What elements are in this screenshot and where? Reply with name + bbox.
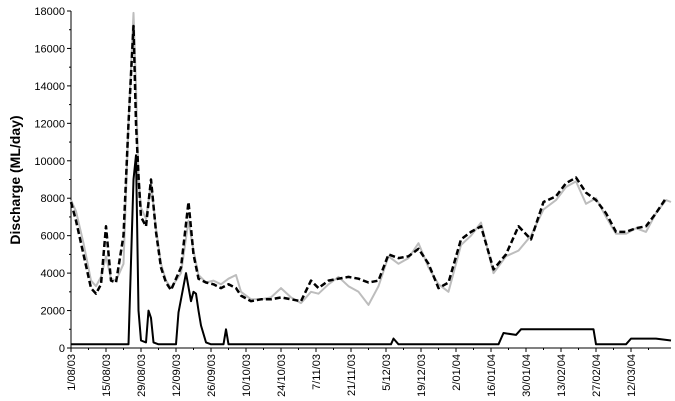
- y-tick-label: 12000: [34, 118, 65, 130]
- y-tick-label: 4000: [41, 268, 65, 280]
- y-tick-label: 14000: [34, 81, 65, 93]
- y-tick-label: 18000: [34, 6, 65, 18]
- x-tick-label: 24/10/03: [276, 354, 288, 397]
- y-axis-label: Discharge (ML/day): [7, 115, 23, 244]
- x-tick-label: 12/09/03: [171, 354, 183, 397]
- series-line-dashed-black: [69, 24, 668, 303]
- y-tick-label: 2000: [41, 306, 65, 318]
- x-tick-label: 26/09/03: [206, 354, 218, 397]
- x-tick-label: 2/01/04: [451, 354, 463, 391]
- x-tick-label: 1/08/03: [66, 354, 78, 391]
- series-line-solid-black: [71, 154, 672, 346]
- x-tick-label: 12/03/04: [626, 354, 638, 397]
- x-tick-label: 29/08/03: [136, 354, 148, 397]
- x-tick-label: 5/12/03: [381, 354, 393, 391]
- y-tick-label: 6000: [41, 231, 65, 243]
- y-tick-label: 16000: [34, 43, 65, 55]
- x-tick-label: 15/08/03: [101, 354, 113, 397]
- y-tick-label: 10000: [34, 156, 65, 168]
- x-tick-label: 7/11/03: [311, 354, 323, 390]
- y-tick-label: 8000: [41, 193, 65, 205]
- x-tick-label: 30/01/04: [521, 354, 533, 397]
- x-tick-label: 27/02/04: [591, 354, 603, 397]
- x-tick-label: 21/11/03: [346, 354, 358, 396]
- x-tick-label: 19/12/03: [416, 354, 428, 397]
- plot-area: 0 2000 4000 6000 8000 10000 12000 14000 16000 180…: [34, 6, 672, 397]
- x-tick-label: 10/10/03: [241, 354, 253, 397]
- x-tick-label: 13/02/04: [556, 354, 568, 397]
- x-tick-label: 16/01/04: [486, 354, 498, 397]
- y-tick-label: 0: [59, 343, 65, 355]
